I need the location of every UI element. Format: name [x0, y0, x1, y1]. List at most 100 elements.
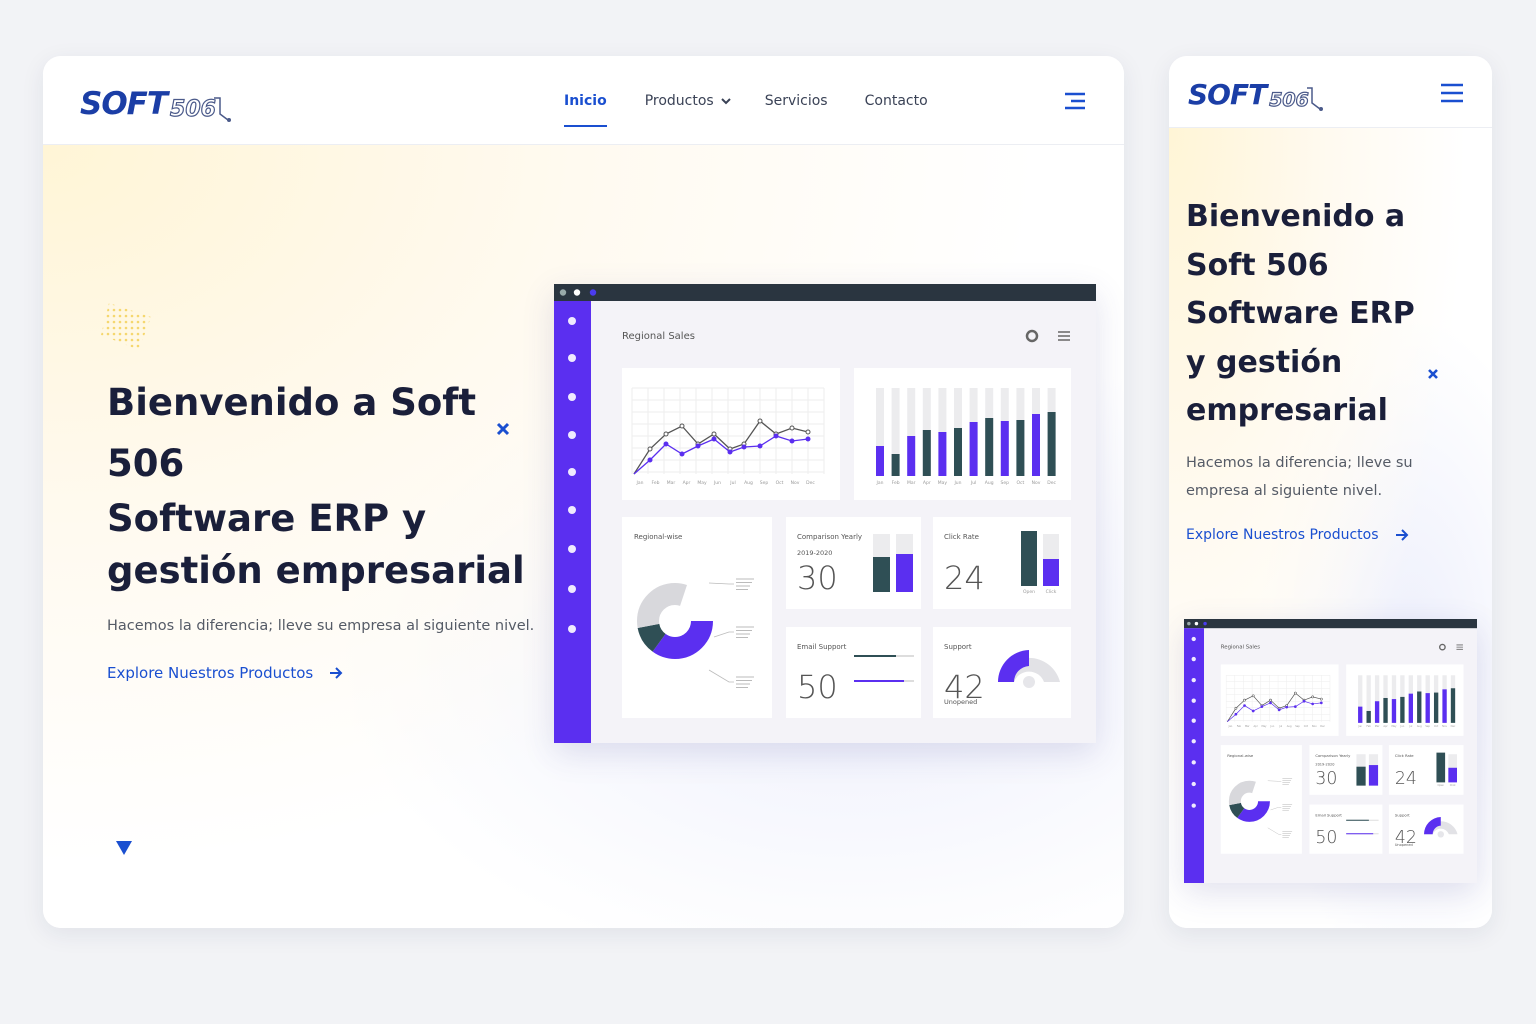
card-value: 24 [1395, 769, 1417, 789]
window-dot [589, 289, 597, 296]
logo[interactable]: SOFT 506 [80, 86, 234, 123]
month-label: Jun [953, 480, 961, 486]
bar [1408, 693, 1413, 723]
chart-point [711, 436, 717, 442]
card-subtitle: Unopened [944, 698, 977, 706]
chart-point [773, 433, 779, 439]
sidebar [1184, 628, 1205, 883]
menu-icon [1456, 644, 1463, 650]
sidebar-icon [1191, 656, 1196, 662]
sidebar-icon [568, 625, 576, 633]
month-label: May [1262, 725, 1268, 728]
cta[interactable]: Explore Nuestros Productos [107, 664, 547, 682]
hero-title: Bienvenido a Soft 506 Software ERP y ges… [107, 372, 547, 595]
bar [1356, 766, 1366, 786]
menu-button[interactable] [1063, 92, 1087, 110]
bar [985, 418, 994, 476]
gauge-knob [1023, 676, 1035, 688]
bar [938, 432, 947, 476]
month-label: Dec [1451, 725, 1456, 728]
title-line: Software ERP y [1186, 296, 1415, 380]
month-label: Jan [1357, 725, 1362, 728]
nav-item[interactable]: Contacto [864, 92, 928, 109]
chart-point [1311, 702, 1315, 706]
chart-point [1234, 706, 1238, 710]
chart-point [679, 451, 685, 457]
chart-point [789, 425, 795, 431]
panel [622, 368, 840, 500]
bar-bg [907, 388, 916, 476]
card-title: Support [1395, 812, 1410, 817]
bar [1374, 701, 1380, 723]
sidebar-icon [1191, 739, 1196, 744]
bar [907, 436, 916, 476]
header: SOFT 506 [1169, 56, 1492, 128]
chart-point [1319, 697, 1323, 701]
month-label: Jan [1228, 725, 1233, 728]
menu-button[interactable] [1440, 83, 1464, 103]
bar [954, 428, 962, 476]
arrow [1395, 528, 1408, 541]
bar [969, 422, 978, 476]
sidebar [554, 301, 591, 743]
window-dot [573, 289, 581, 296]
sidebar-icon [1191, 781, 1196, 787]
logo[interactable]: SOFT 506 [1188, 78, 1325, 112]
legend-connector [1267, 827, 1282, 835]
chart-point [1243, 704, 1246, 707]
month-label: Jun [713, 480, 721, 486]
month-label: Feb [892, 480, 900, 486]
dashboard-title: Regional Sales [622, 331, 695, 342]
bar-label: Click [1450, 784, 1456, 787]
bar-bg [1366, 675, 1371, 723]
nav: Inicio Productos Servicios Contacto [564, 56, 928, 145]
logo-accent: 506 [169, 96, 216, 122]
cta[interactable]: Explore Nuestros Productos [1186, 527, 1431, 543]
legend-connector [1267, 780, 1282, 782]
sidebar-icon [568, 585, 576, 593]
nav-item[interactable]: Productos [644, 92, 714, 109]
chart-point [1234, 712, 1238, 716]
month-label: Oct [776, 480, 784, 486]
month-label: Aug [985, 480, 994, 486]
bar-bg [1391, 675, 1397, 723]
window-dot [1203, 621, 1207, 626]
month-label: Mar [667, 480, 676, 486]
panel-title: Regional-wise [1227, 753, 1254, 758]
chart-point [1251, 694, 1255, 698]
month-label: Apr [683, 480, 691, 486]
panel-title: Regional-wise [634, 533, 682, 541]
legend-connector [708, 669, 734, 683]
sidebar-icon [1191, 677, 1196, 683]
bar [1021, 531, 1037, 586]
sidebar-icon [568, 354, 576, 362]
chart-point [1285, 705, 1289, 709]
month-label: Feb [1237, 725, 1242, 728]
card-subtitle: Unopened [1395, 843, 1413, 847]
bar-label: Click [1046, 589, 1057, 595]
panel [786, 627, 921, 718]
hero-text: Bienvenido a Soft 506 Software ERP y ges… [107, 372, 547, 682]
chart-point [1294, 705, 1297, 708]
month-label: Aug [1417, 725, 1422, 728]
window-dot [1187, 621, 1191, 626]
nav-item[interactable]: Inicio [564, 92, 607, 127]
sidebar-icon [568, 506, 576, 514]
chart-point [663, 431, 669, 437]
sidebar-icon [1191, 760, 1196, 765]
bar-bg [876, 388, 884, 476]
chevron [721, 97, 731, 104]
month-label: Nov [791, 480, 800, 486]
bar [1368, 765, 1379, 786]
menu-icon [1058, 331, 1070, 341]
desktop-view: SOFT 506 Inicio Productos Servicios Cont… [43, 56, 1124, 928]
month-label: Sep [1295, 725, 1300, 728]
card-value: 42 [944, 668, 985, 706]
month-label: Dec [1320, 725, 1325, 728]
header: SOFT 506 Inicio Productos Servicios Cont… [43, 56, 1124, 145]
nav-item[interactable]: Servicios [764, 92, 828, 109]
month-label: Dec [806, 480, 815, 486]
logo-accent: 506 [1269, 88, 1310, 111]
month-label: Dec [1047, 480, 1056, 486]
chart-line [1227, 700, 1322, 723]
